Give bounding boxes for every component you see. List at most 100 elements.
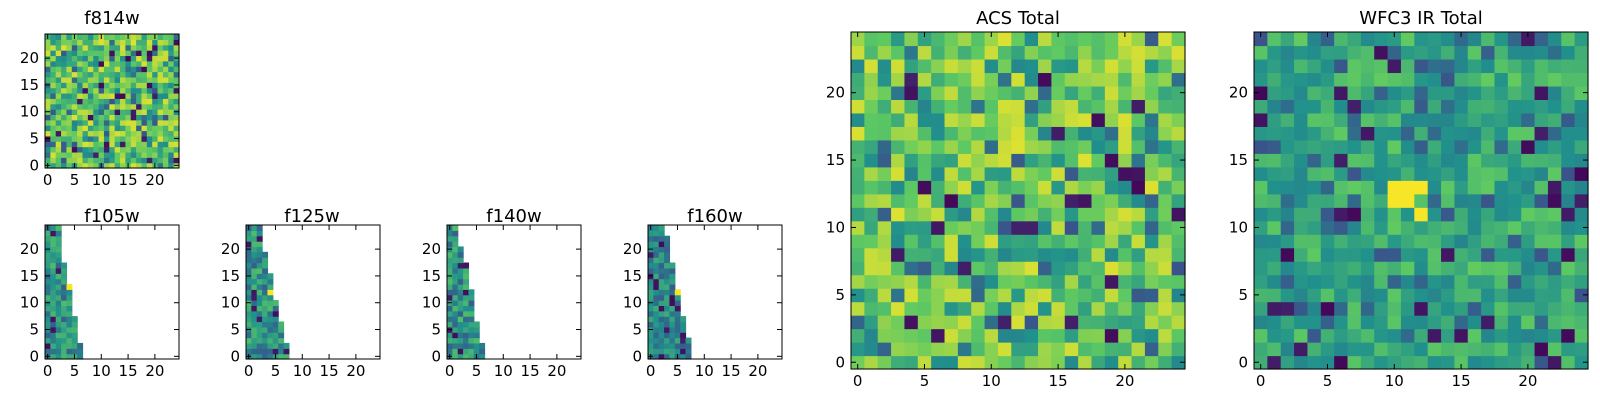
heatmap-cell (146, 44, 153, 51)
heatmap-cell (66, 310, 73, 317)
heatmap-cell (1158, 180, 1173, 195)
heatmap-cell (1334, 220, 1349, 235)
heatmap-cell (1131, 234, 1146, 249)
heatmap-cell (1294, 139, 1309, 154)
heatmap-cell (891, 180, 906, 195)
heatmap-cell (45, 348, 51, 355)
heatmap-cell (130, 98, 137, 105)
heatmap-cell (55, 151, 62, 158)
heatmap-cell (1441, 45, 1455, 60)
heatmap-cell (971, 166, 986, 181)
heatmap-cell (246, 235, 252, 242)
heatmap-cell (917, 139, 932, 154)
heatmap-cell (463, 305, 470, 312)
heatmap-cell (931, 355, 946, 370)
heatmap-cell (1171, 220, 1186, 235)
heatmap-cell (1467, 32, 1482, 47)
heatmap-cell (162, 87, 169, 94)
heatmap-cell (891, 342, 906, 357)
heatmap-cell (648, 342, 654, 349)
heatmap-cell (1104, 247, 1119, 262)
heatmap-cell (1091, 220, 1106, 235)
heatmap-cell (61, 130, 68, 137)
heatmap-cell (1441, 166, 1455, 181)
heatmap-cell (50, 326, 57, 333)
heatmap-cell (125, 98, 132, 105)
heatmap-cell (50, 130, 57, 137)
heatmap-cell (1051, 355, 1066, 370)
heatmap-cell (1267, 153, 1282, 168)
heatmap-cell (904, 45, 919, 60)
heatmap-cell (103, 39, 110, 46)
heatmap-cell (1561, 166, 1576, 181)
heatmap-cell (1038, 139, 1052, 154)
heatmap-cell (1561, 153, 1576, 168)
heatmap-cell (1158, 234, 1173, 249)
heatmap-cell (944, 220, 959, 235)
heatmap-cell (109, 109, 116, 115)
heatmap-cell (1024, 85, 1039, 100)
heatmap-cell (468, 289, 475, 296)
y-tick-label: 10 (1229, 218, 1248, 236)
heatmap-cell (1280, 32, 1295, 47)
heatmap-cell (1158, 247, 1173, 262)
heatmap-cell (87, 87, 94, 94)
heatmap-cell (87, 60, 94, 67)
heatmap-cell (669, 348, 676, 355)
heatmap-cell (71, 141, 78, 148)
heatmap-cell (997, 193, 1012, 208)
heatmap-cell (1131, 207, 1146, 222)
heatmap-cell (66, 92, 73, 99)
heatmap-cell (251, 267, 258, 274)
heatmap-cell (1307, 72, 1322, 87)
heatmap-cell (674, 300, 681, 306)
heatmap-cell (1307, 180, 1322, 195)
heatmap-cell (1521, 32, 1536, 47)
heatmap-cell (157, 119, 164, 126)
heatmap-cell (653, 257, 660, 264)
heatmap-cell (157, 66, 164, 73)
heatmap-cell (452, 321, 459, 328)
heatmap-cell (669, 273, 676, 280)
heatmap-cell (1494, 301, 1509, 316)
heatmap-cell (50, 262, 57, 269)
heatmap-cell (251, 278, 258, 285)
heatmap-cell (1280, 126, 1295, 141)
heatmap-cell (664, 283, 671, 290)
heatmap-cell (669, 267, 676, 274)
heatmap-cell (1104, 45, 1119, 60)
heatmap-cell (1547, 342, 1562, 357)
heatmap-cell (1320, 328, 1335, 343)
heatmap-cell (61, 109, 68, 115)
heatmap-cell (66, 55, 73, 62)
heatmap-cell (109, 103, 116, 110)
heatmap-cell (125, 109, 132, 115)
heatmap-cell (971, 45, 986, 60)
heatmap-cell (45, 60, 51, 67)
heatmap-cell (114, 50, 121, 57)
x-tick-label: 20 (748, 362, 767, 380)
heatmap-cell (452, 289, 459, 296)
heatmap-cell (1347, 220, 1362, 235)
heatmap-cell (1454, 126, 1469, 141)
heatmap-cell (109, 60, 116, 67)
heatmap-cell (157, 146, 164, 153)
heatmap-cell (917, 342, 932, 357)
heatmap-cell (61, 39, 68, 46)
heatmap-cell (1481, 45, 1496, 60)
heatmap-cell (66, 300, 73, 306)
heatmap-cell (1024, 355, 1039, 370)
heatmap-cell (997, 234, 1012, 249)
heatmap-cell (45, 310, 51, 317)
heatmap-cell (1280, 72, 1295, 87)
heatmap-cell (1387, 99, 1402, 114)
heatmap-cell (479, 348, 486, 355)
heatmap-cell (146, 92, 153, 99)
heatmap-cell (931, 315, 946, 330)
heatmap-cell (120, 103, 126, 110)
heatmap-cell (162, 114, 169, 121)
heatmap-cell (891, 58, 906, 74)
heatmap-cell (1334, 207, 1349, 222)
heatmap-cell (891, 139, 906, 154)
heatmap-cell (1414, 342, 1429, 357)
